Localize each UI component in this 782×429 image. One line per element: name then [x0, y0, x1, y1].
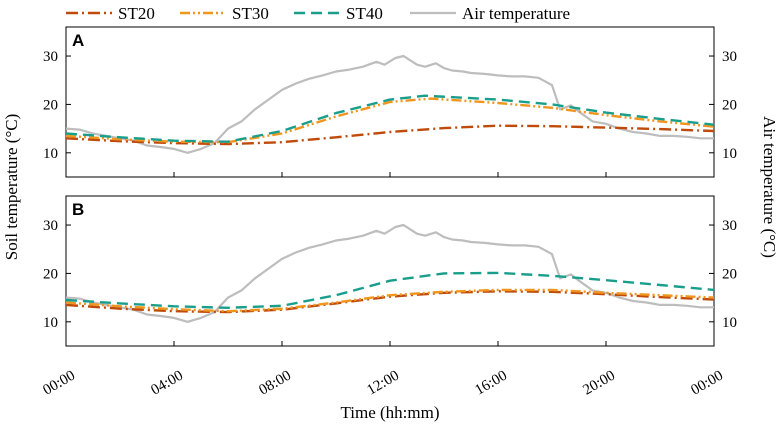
y-tick-label-right: 30 [722, 49, 737, 65]
legend-label-st40: ST40 [346, 4, 383, 23]
x-axis-title: Time (hh:mm) [340, 403, 439, 422]
y-tick-label-left: 30 [43, 49, 58, 65]
legend: ST20 ST30 ST40 Air temperature [66, 4, 570, 23]
st40-line [65, 94, 715, 143]
legend-label-air: Air temperature [462, 4, 570, 23]
x-axis-ticks: 00:00 04:00 08:00 12:00 16:00 20:00 00:00 [40, 368, 726, 399]
y-axis-title-right: Air temperature (°C) [760, 116, 779, 258]
panel-b-ticks: 10 10 20 20 30 30 [43, 218, 737, 346]
x-tick-label: 16:00 [472, 368, 510, 399]
legend-label-st20: ST20 [118, 4, 155, 23]
st30-line [65, 288, 715, 313]
y-tick-label-right: 10 [722, 146, 737, 162]
y-tick-label-left: 20 [43, 97, 58, 113]
x-tick-label: 12:00 [364, 368, 402, 399]
panel-b: B 10 10 20 20 30 30 [43, 195, 737, 347]
y-tick-label-left: 30 [43, 218, 58, 234]
y-tick-label-left: 10 [43, 146, 58, 162]
x-tick-label: 00:00 [40, 368, 78, 399]
air-temperature-line [65, 54, 714, 154]
legend-label-st30: ST30 [232, 4, 269, 23]
panel-a: A 10 10 20 20 30 30 [43, 26, 737, 178]
st20-line [65, 290, 715, 314]
y-tick-label-right: 20 [722, 266, 737, 282]
y-tick-label-right: 30 [722, 218, 737, 234]
x-tick-label: 20:00 [580, 368, 618, 399]
panel-b-frame [65, 195, 715, 347]
y-tick-label-right: 20 [722, 97, 737, 113]
panel-b-series [65, 223, 715, 323]
st20-line [65, 124, 715, 146]
x-tick-label: 00:00 [688, 368, 726, 399]
air-temperature-line [65, 223, 714, 323]
panel-b-label: B [72, 200, 84, 219]
panel-a-ticks: 10 10 20 20 30 30 [43, 49, 737, 177]
st30-line [65, 97, 715, 144]
y-tick-label-left: 10 [43, 315, 58, 331]
x-tick-label: 08:00 [256, 368, 294, 399]
st40-line [65, 271, 715, 309]
y-axis-title-left: Soil temperature (°C) [2, 114, 21, 261]
panel-a-series [65, 54, 715, 154]
y-tick-label-left: 20 [43, 266, 58, 282]
panel-a-label: A [72, 31, 84, 50]
y-tick-label-right: 10 [722, 315, 737, 331]
x-tick-label: 04:00 [148, 368, 186, 399]
